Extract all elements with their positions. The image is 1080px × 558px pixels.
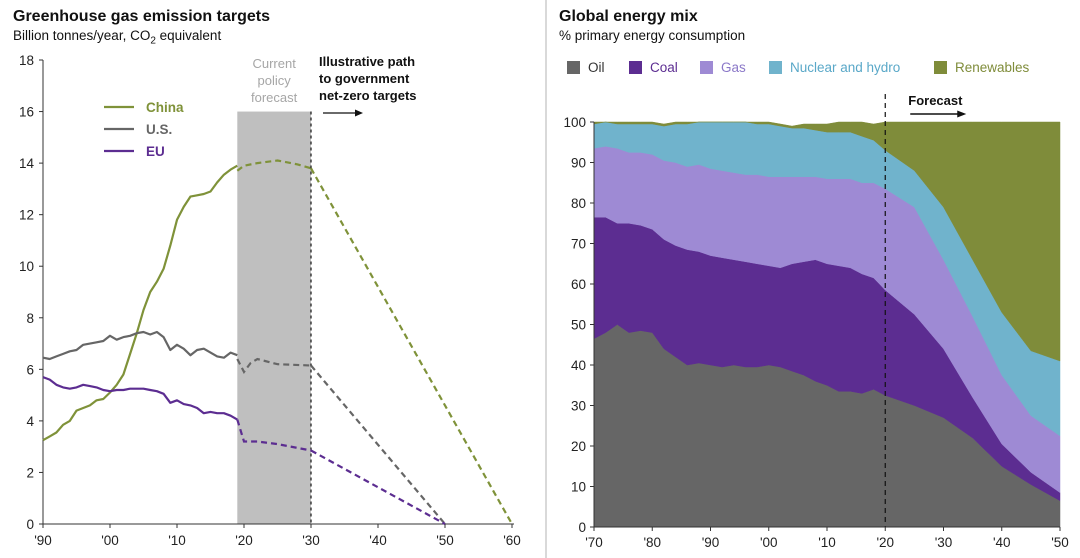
y-tick-label: 6	[26, 362, 34, 377]
y-tick-label: 30	[571, 399, 586, 414]
y-tick-label: 14	[19, 156, 35, 171]
emissions-line-chart: Current policy forecast Illustrative path to…	[19, 53, 521, 548]
y-tick-label: 10	[19, 259, 34, 274]
panel-divider	[545, 0, 547, 558]
series-historical-line	[42, 376, 238, 421]
legend-item: Coal	[629, 60, 678, 75]
policy-forecast-shading	[237, 111, 311, 525]
y-tick-label: 4	[26, 414, 34, 429]
legend-item: Renewables	[934, 60, 1029, 75]
y-tick-label: 0	[578, 520, 586, 535]
legend-item: Oil	[567, 60, 605, 75]
series-historical-line	[42, 164, 238, 442]
emissions-chart-panel: Greenhouse gas emission targets Billion …	[13, 8, 521, 548]
emissions-chart-title: Greenhouse gas emission targets	[13, 8, 270, 25]
x-tick-label: '30	[935, 535, 953, 550]
legend-item: Nuclear and hydro	[769, 60, 900, 75]
legend-label: U.S.	[146, 122, 172, 137]
net-zero-label-line: to government	[319, 71, 410, 86]
series-net-zero-path	[310, 449, 446, 525]
subtitle-suffix: equivalent	[155, 28, 222, 43]
subtitle-subscript: 2	[150, 35, 156, 47]
y-tick-label: 0	[26, 517, 34, 532]
net-zero-label-line: net-zero targets	[319, 88, 417, 103]
series-net-zero-path	[310, 167, 513, 525]
series-forecast-line	[236, 159, 312, 172]
forecast-arrow-head	[957, 110, 967, 118]
subtitle-prefix: Billion tonnes/year, CO	[13, 28, 151, 43]
y-tick-label: 100	[563, 115, 586, 130]
shaded-region-label-line: forecast	[251, 90, 298, 105]
x-tick-label: '90	[702, 535, 720, 550]
x-tick-label: '20	[876, 535, 894, 550]
y-tick-label: 2	[26, 465, 34, 480]
legend-swatch	[700, 61, 713, 74]
energy-mix-chart-panel: Global energy mix % primary energy consu…	[548, 0, 1080, 558]
y-tick-label: 18	[19, 53, 34, 68]
area-band	[593, 121, 1061, 362]
x-tick-label: '10	[818, 535, 836, 550]
legend-label: Nuclear and hydro	[790, 60, 901, 75]
x-tick-label: '50	[436, 533, 454, 548]
x-tick-label: '60	[503, 533, 521, 548]
legend-label: Coal	[650, 60, 678, 75]
legend-swatch	[934, 61, 947, 74]
y-tick-label: 8	[26, 311, 34, 326]
energy-chart-subtitle: % primary energy consumption	[559, 28, 746, 43]
shaded-region-label-line: Current	[252, 56, 296, 71]
legend-swatch	[629, 61, 642, 74]
emissions-chart-subtitle: Billion tonnes/year, CO2 equivalent	[13, 28, 221, 47]
legend-label: Gas	[721, 60, 746, 75]
x-tick-label: '30	[302, 533, 320, 548]
series-forecast-line	[236, 419, 312, 452]
energy-area-chart: Forecast 0 10 20 30 40 50 60 70 80 90 100 '70 '80 '90 '…	[563, 93, 1069, 550]
x-tick-label: '80	[643, 535, 661, 550]
y-tick-label: 10	[571, 480, 586, 495]
y-tick-label: 20	[571, 439, 586, 454]
x-tick-label: '40	[993, 535, 1011, 550]
series-historical-line	[42, 330, 238, 361]
y-tick-label: 90	[571, 156, 586, 171]
energy-chart-title: Global energy mix	[559, 8, 698, 25]
x-tick-label: '00	[760, 535, 778, 550]
series-forecast-line	[236, 357, 312, 374]
legend-swatch	[769, 61, 782, 74]
forecast-label: Forecast	[908, 93, 963, 108]
x-tick-label: '00	[101, 533, 119, 548]
y-tick-label: 80	[571, 196, 586, 211]
x-tick-label: '90	[34, 533, 52, 548]
net-zero-arrow-head	[355, 109, 363, 117]
y-tick-label: 12	[19, 208, 34, 223]
legend-label: EU	[146, 144, 165, 159]
x-tick-label: '50	[1051, 535, 1069, 550]
series-net-zero-path	[310, 364, 446, 525]
x-tick-label: '70	[585, 535, 603, 550]
y-tick-label: 40	[571, 358, 586, 373]
legend-label: Renewables	[955, 60, 1030, 75]
net-zero-label-line: Illustrative path	[319, 54, 415, 69]
x-tick-label: '10	[168, 533, 186, 548]
y-tick-label: 70	[571, 237, 586, 252]
legend-swatch	[567, 61, 580, 74]
legend-label: China	[146, 100, 184, 115]
y-tick-label: 16	[19, 105, 34, 120]
x-tick-label: '40	[369, 533, 387, 548]
y-tick-label: 50	[571, 318, 586, 333]
legend-item: Gas	[700, 60, 746, 75]
x-tick-label: '20	[235, 533, 253, 548]
y-tick-label: 60	[571, 277, 586, 292]
legend-label: Oil	[588, 60, 605, 75]
shaded-region-label-line: policy	[258, 73, 292, 88]
